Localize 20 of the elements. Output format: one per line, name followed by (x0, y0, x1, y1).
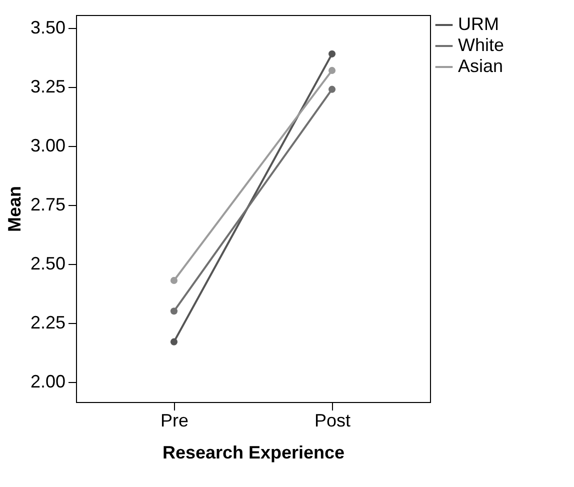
point (170, 276, 178, 284)
x-tick-label: Post (314, 410, 351, 430)
point (170, 338, 178, 346)
point (328, 86, 336, 93)
y-tick-label: 2.75 (30, 194, 66, 214)
y-tick-label: 3.25 (30, 76, 66, 96)
y-tick-label: 2.00 (30, 371, 66, 392)
y-axis-title: Mean (4, 186, 24, 232)
point (328, 50, 336, 58)
legend-label: Asian (458, 56, 504, 76)
legend-label: URM (458, 14, 499, 34)
legend-label: White (458, 35, 504, 55)
y-tick-label: 3.50 (30, 17, 66, 38)
point (328, 66, 336, 74)
y-tick-label: 2.25 (30, 312, 66, 332)
point (170, 308, 178, 315)
x-axis-title: Research Experience (162, 442, 345, 462)
y-tick-label: 2.50 (30, 253, 66, 274)
x-tick-label: Pre (160, 410, 188, 430)
y-tick-label: 3.00 (30, 135, 66, 156)
